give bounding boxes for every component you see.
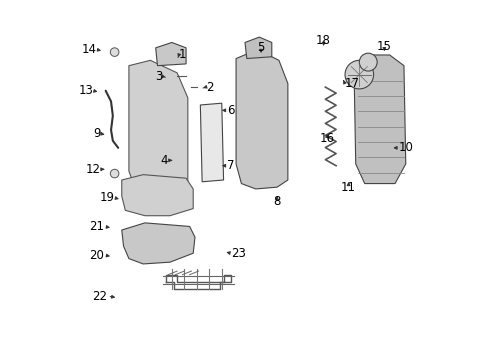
Text: 17: 17 xyxy=(345,77,360,90)
Text: 8: 8 xyxy=(273,195,281,208)
Text: 4: 4 xyxy=(161,154,168,167)
Text: 21: 21 xyxy=(89,220,104,233)
Text: 2: 2 xyxy=(206,81,213,94)
Circle shape xyxy=(345,60,373,89)
Text: 3: 3 xyxy=(155,70,163,83)
Text: 5: 5 xyxy=(257,41,265,54)
Text: 19: 19 xyxy=(99,192,115,204)
Text: 23: 23 xyxy=(231,247,245,260)
Polygon shape xyxy=(129,60,188,196)
Text: 22: 22 xyxy=(93,289,107,303)
Polygon shape xyxy=(236,50,288,189)
Text: 16: 16 xyxy=(319,132,335,145)
Polygon shape xyxy=(156,42,186,66)
Circle shape xyxy=(110,48,119,57)
Text: 11: 11 xyxy=(341,181,356,194)
Text: 10: 10 xyxy=(398,141,414,154)
Polygon shape xyxy=(200,103,223,182)
Polygon shape xyxy=(354,55,406,184)
Polygon shape xyxy=(122,175,193,216)
Text: 20: 20 xyxy=(89,248,104,261)
Polygon shape xyxy=(122,223,195,264)
Text: 1: 1 xyxy=(179,49,186,62)
Circle shape xyxy=(110,169,119,178)
Text: 14: 14 xyxy=(82,43,97,56)
Text: 6: 6 xyxy=(227,104,235,117)
Text: 13: 13 xyxy=(78,84,93,97)
Text: 18: 18 xyxy=(316,34,331,47)
Circle shape xyxy=(359,53,377,71)
Text: 9: 9 xyxy=(93,127,100,140)
Polygon shape xyxy=(245,37,272,59)
Text: 7: 7 xyxy=(227,159,235,172)
Text: 15: 15 xyxy=(377,40,392,53)
Text: 12: 12 xyxy=(85,163,100,176)
